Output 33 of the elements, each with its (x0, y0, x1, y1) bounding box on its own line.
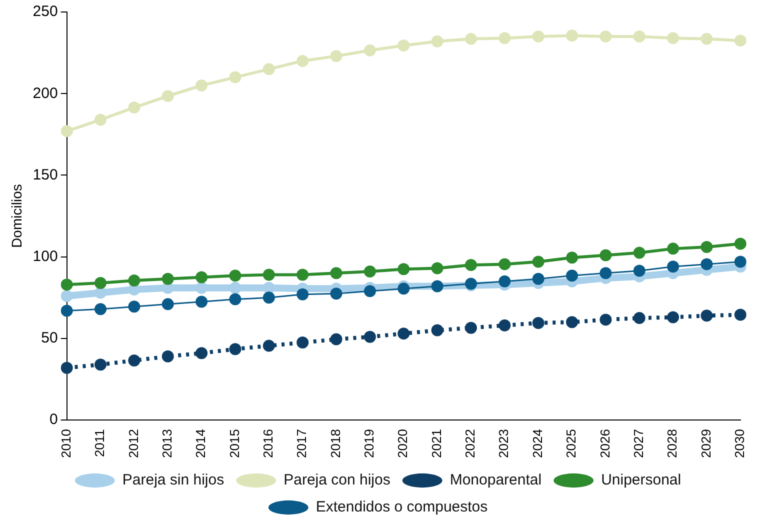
legend-label: Extendidos o compuestos (316, 498, 488, 516)
legend-label: Pareja sin hijos (122, 472, 224, 489)
x-tick-label: 2011 (92, 429, 108, 458)
x-tick-label: 2013 (159, 429, 174, 458)
x-tick-label: 2020 (395, 429, 410, 458)
x-tick-label: 2022 (462, 429, 478, 458)
y-tick-label: 50 (41, 330, 58, 347)
y-axis-title: Domicilios (8, 184, 24, 248)
x-tick-label: 2018 (328, 429, 343, 458)
y-tick-label: 0 (49, 411, 58, 428)
y-tick-label: 150 (32, 166, 58, 184)
legend-label: Unipersonal (601, 472, 682, 489)
y-tick-label: 250 (32, 3, 58, 20)
x-tick-label: 2017 (294, 429, 310, 458)
x-tick-label: 2027 (630, 429, 646, 458)
x-tick-label: 2014 (193, 429, 208, 458)
x-tick-label: 2023 (496, 429, 512, 458)
x-tick-label: 2015 (226, 429, 242, 458)
y-tick-label: 100 (32, 248, 58, 265)
x-tick-label: 2030 (732, 429, 747, 458)
x-tick-label: 2024 (530, 429, 545, 458)
x-tick-label: 2026 (597, 429, 612, 458)
x-tick-label: 2010 (58, 429, 74, 458)
x-tick-label: 2021 (428, 429, 444, 458)
x-tick-label: 2016 (260, 429, 276, 458)
x-tick-label: 2025 (564, 429, 579, 458)
x-tick-label: 2028 (664, 429, 680, 458)
x-tick-label: 2029 (698, 429, 714, 458)
legend-label: Pareja con hijos (284, 472, 390, 489)
legend-label: Monoparental (450, 472, 542, 489)
y-tick-label: 200 (32, 84, 58, 102)
x-tick-label: 2019 (362, 429, 377, 458)
x-tick-label: 2012 (126, 429, 141, 458)
